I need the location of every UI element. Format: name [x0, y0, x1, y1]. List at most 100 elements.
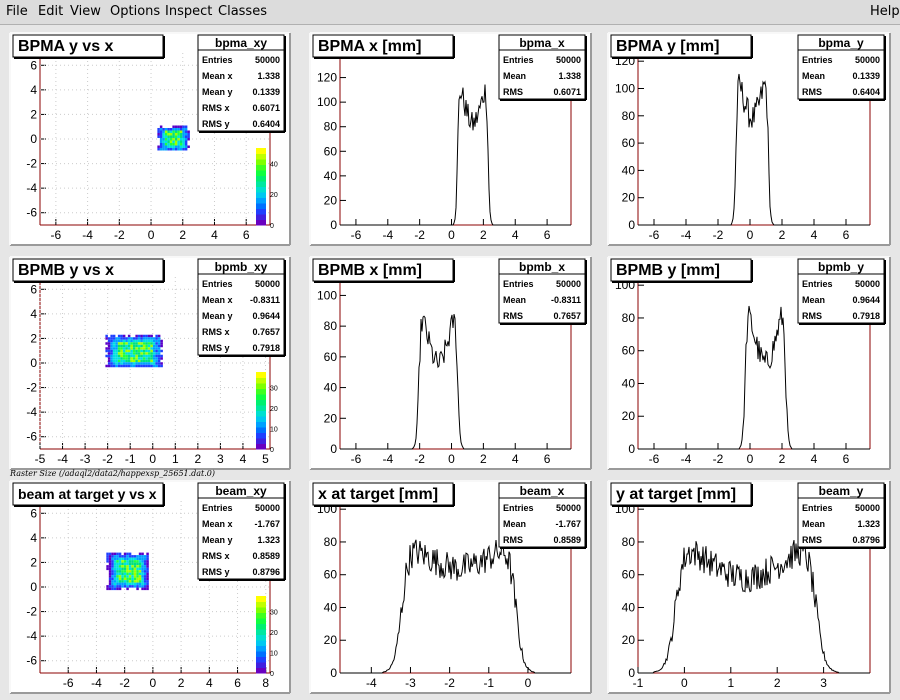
- stats-key: Entries: [802, 503, 833, 513]
- y-tick-label: 80: [622, 109, 636, 123]
- colorbar-tick-label: 0: [270, 223, 274, 230]
- stats-key: Entries: [202, 279, 233, 289]
- x-tick-label: 6: [843, 452, 850, 466]
- pad-bpmb_xy: -5 -4 -3 -2 -1 0 1 2 3 4 5 -6 -4 -2 0 2 4 6 0 10 20 30 BPMB y …: [9, 256, 291, 470]
- stats-name: bpma_xy: [215, 36, 267, 50]
- colorbar-tick-label: 20: [270, 630, 278, 637]
- stats-value: 50000: [255, 279, 280, 289]
- x-tick-label: -2: [414, 452, 425, 466]
- title-bpma_x: BPMA x [mm]: [318, 38, 421, 55]
- y-tick-label: 20: [324, 633, 338, 647]
- stats-value: 0.1339: [852, 71, 880, 81]
- stats-key: Mean: [802, 295, 825, 305]
- colorbar-tick-label: 30: [270, 385, 278, 392]
- y-tick-label: -2: [26, 381, 37, 395]
- histogram-bpma_x: [340, 84, 571, 226]
- menu-classes[interactable]: Classes: [218, 4, 267, 19]
- x-tick-label: -4: [82, 228, 93, 242]
- x-tick-label: -4: [681, 452, 692, 466]
- y-tick-label: 20: [324, 193, 338, 207]
- y-tick-label: 4: [30, 307, 37, 321]
- x-tick-label: -4: [382, 452, 393, 466]
- y-tick-label: 0: [628, 442, 635, 456]
- y-tick-label: 40: [324, 600, 338, 614]
- x-tick-label: -2: [102, 452, 113, 466]
- x-tick-label: -1: [483, 676, 494, 690]
- stats-value: 0.7918: [252, 343, 280, 353]
- menu-help[interactable]: Help: [870, 4, 900, 19]
- x-tick-label: -3: [405, 676, 416, 690]
- stats-box-bpma_y: bpma_y Entries 50000 Mean 0.1339 RMS 0.6404: [797, 34, 886, 101]
- x-tick-label: 0: [681, 676, 688, 690]
- stats-key: Mean y: [202, 535, 233, 545]
- stats-value: 50000: [556, 503, 581, 513]
- x-tick-label: 0: [448, 228, 455, 242]
- colorbar-tick-label: 10: [270, 650, 278, 657]
- y-tick-label: -4: [26, 181, 37, 195]
- caption: Raster Size (/adaql2/data2/happexsp_2565…: [10, 469, 216, 478]
- stats-key: Entries: [503, 503, 534, 513]
- y-tick-label: 80: [324, 535, 338, 549]
- stats-value: 1.323: [257, 535, 280, 545]
- title-beam_x: x at target [mm]: [318, 486, 438, 503]
- x-tick-label: -6: [51, 228, 62, 242]
- x-tick-label: -4: [382, 228, 393, 242]
- y-tick-label: 0: [330, 666, 337, 680]
- y-tick-label: 0: [628, 666, 635, 680]
- stats-value: 0.6404: [852, 87, 880, 97]
- stats-key: RMS: [802, 311, 822, 321]
- y-tick-label: 2: [30, 107, 37, 121]
- menu-options[interactable]: Options: [110, 4, 161, 19]
- stats-key: Entries: [202, 55, 233, 65]
- stats-box-beam_xy: beam_xy Entries 50000 Mean x -1.767 Mean y 1.3…: [197, 482, 286, 581]
- stats-key: RMS y: [202, 119, 230, 129]
- menu-file[interactable]: File: [6, 4, 28, 19]
- stats-value: 50000: [255, 55, 280, 65]
- histogram-bpma_y: [638, 73, 870, 226]
- y-tick-label: 0: [30, 356, 37, 370]
- stats-name: bpma_y: [818, 36, 864, 50]
- x-tick-label: -2: [114, 228, 125, 242]
- y-tick-label: 100: [615, 81, 635, 95]
- x-tick-label: -5: [35, 452, 46, 466]
- stats-name: bpmb_xy: [215, 260, 268, 274]
- menu-view[interactable]: View: [70, 4, 101, 19]
- x-tick-label: 2: [178, 676, 185, 690]
- x-tick-label: 0: [150, 676, 157, 690]
- y-tick-label: 6: [30, 282, 37, 296]
- stats-key: RMS: [802, 87, 822, 97]
- x-tick-label: -2: [713, 228, 724, 242]
- stats-value: 0.8589: [252, 551, 280, 561]
- menu-edit[interactable]: Edit: [38, 4, 64, 19]
- x-tick-label: 0: [747, 452, 754, 466]
- stats-key: Entries: [503, 279, 534, 289]
- stats-key: Entries: [202, 503, 233, 513]
- y-tick-label: 100: [317, 95, 337, 109]
- x-tick-label: 0: [525, 676, 532, 690]
- y-tick-label: 80: [324, 120, 338, 134]
- x-tick-label: -2: [119, 676, 130, 690]
- histogram-bpmb_x: [340, 313, 571, 450]
- x-tick-label: 4: [206, 676, 213, 690]
- x-tick-label: 5: [262, 452, 269, 466]
- x-tick-label: 0: [148, 228, 155, 242]
- root-canvas[interactable]: -6 -4 -2 0 2 4 6 -6 -4 -2 0 2 4 6 0 20 40 BPMA y vs x bpma…: [0, 25, 900, 700]
- y-tick-label: 2: [30, 555, 37, 569]
- stats-key: RMS: [503, 311, 523, 321]
- x-tick-label: 4: [240, 452, 247, 466]
- x-tick-label: 4: [211, 228, 218, 242]
- stats-value: -1.767: [555, 519, 581, 529]
- menu-inspect[interactable]: Inspect: [165, 4, 213, 19]
- y-tick-label: 60: [324, 350, 338, 364]
- y-tick-label: 0: [30, 132, 37, 146]
- stats-key: Mean x: [202, 519, 233, 529]
- y-tick-label: 6: [30, 506, 37, 520]
- x-tick-label: -2: [444, 676, 455, 690]
- y-tick-label: 4: [30, 83, 37, 97]
- title-bpma_y: BPMA y [mm]: [616, 38, 719, 55]
- x-tick-label: 1: [172, 452, 179, 466]
- stats-box-bpmb_xy: bpmb_xy Entries 50000 Mean x -0.8311 Mean y 0.…: [197, 258, 286, 357]
